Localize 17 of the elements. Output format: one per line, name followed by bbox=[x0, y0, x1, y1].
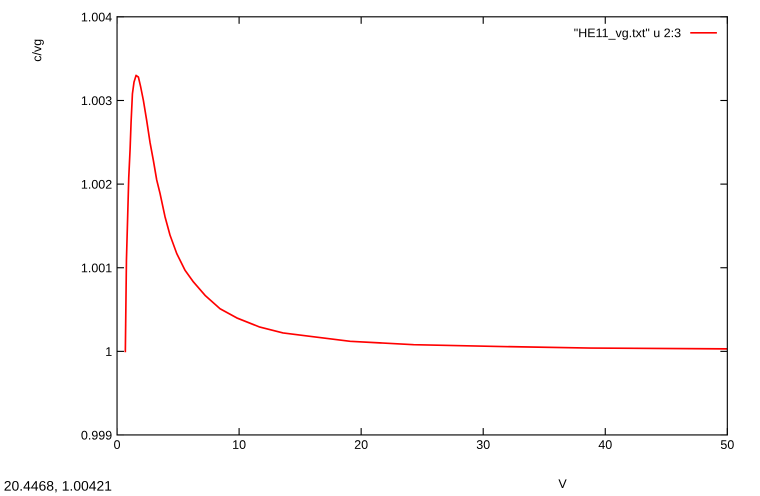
x-axis-title: V bbox=[558, 479, 567, 488]
y-tick-label: 1 bbox=[106, 347, 112, 356]
y-tick-label: 1.004 bbox=[82, 12, 112, 22]
x-tick-label: 10 bbox=[233, 440, 246, 450]
line-series bbox=[124, 74, 728, 352]
text: 20.4468, 1.00421 bbox=[4, 480, 112, 492]
y-axis-title: c/vg bbox=[32, 40, 44, 62]
x-tick-label: 30 bbox=[476, 440, 490, 450]
x-tick-label: 40 bbox=[598, 440, 612, 450]
x-tick-label: 0 bbox=[114, 440, 120, 450]
y-tick-label: 0.999 bbox=[81, 430, 112, 440]
x-tick-label: 20 bbox=[354, 440, 368, 450]
y-tick-label: 1.002 bbox=[82, 180, 112, 189]
y-tick-label: 1.001 bbox=[82, 264, 112, 272]
legend-label: "HE11_vg.txt" u 2:3 bbox=[574, 28, 681, 40]
x-tick-label: 50 bbox=[720, 440, 734, 450]
y-tick-label: 1.003 bbox=[82, 96, 112, 106]
